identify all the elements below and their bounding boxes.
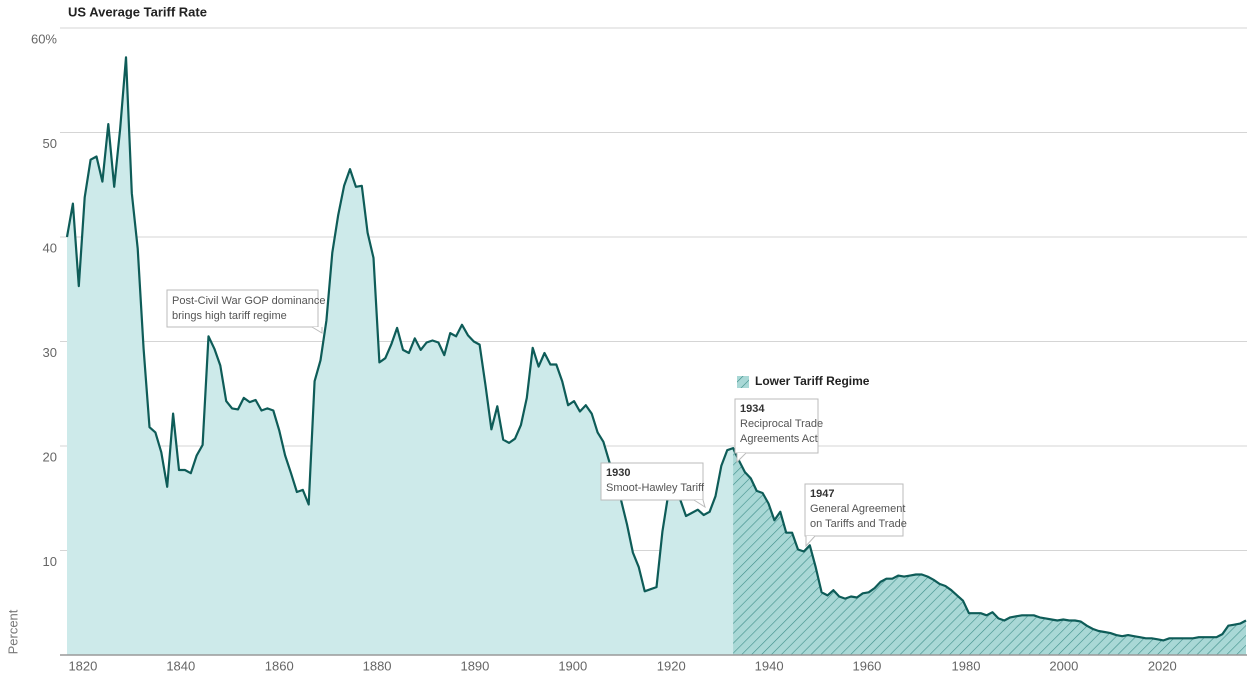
line: [65, 56, 1247, 642]
y-tick-label: 20: [43, 449, 57, 464]
regime-hatch: [733, 448, 1246, 655]
x-tick-label: 1900: [558, 658, 587, 673]
chart-title: US Average Tariff Rate: [68, 4, 207, 19]
y-tick-label: 50: [43, 136, 57, 151]
x-tick-label: 1940: [755, 658, 784, 673]
annotation-box: [166, 289, 319, 328]
annotation-pointer: [805, 535, 816, 548]
annotation-year: 1934: [740, 403, 765, 415]
annotation-text: Smoot-Hawley Tariff: [606, 482, 705, 494]
annotation-text: Post-Civil War GOP dominance: [172, 295, 325, 307]
x-tick-label: 1840: [166, 658, 195, 673]
x-tick-label: 2020: [1148, 658, 1177, 673]
annotation-text: on Tariffs and Trade: [810, 518, 907, 530]
annotation-pointer: [693, 499, 706, 509]
annotation-box: [804, 483, 904, 537]
annotation-text: General Agreement: [810, 503, 905, 515]
regime-icon: [737, 376, 749, 388]
x-tick-label: 1890: [460, 658, 489, 673]
y-axis-label: Percent: [5, 609, 20, 654]
annotation-pointer: [311, 326, 323, 334]
annotation-text: brings high tariff regime: [172, 310, 287, 322]
annotation-text: Agreements Act: [740, 433, 818, 445]
annotation-pointer: [736, 452, 747, 464]
x-tick-label: 1820: [68, 658, 97, 673]
x-tick-label: 1860: [265, 658, 294, 673]
x-tick-label: 1960: [852, 658, 881, 673]
y-tick-label: 60%: [31, 31, 57, 46]
annotation-box: [600, 462, 704, 501]
y-tick-label: 30: [43, 345, 57, 360]
area: [67, 57, 1246, 656]
y-tick-label: 40: [43, 240, 57, 255]
regime-label: Lower Tariff Regime: [755, 374, 870, 388]
x-tick-label: 1980: [952, 658, 981, 673]
annotation-text: Reciprocal Trade: [740, 418, 823, 430]
annotation-box: [734, 398, 819, 454]
x-tick-label: 1920: [657, 658, 686, 673]
x-tick-label: 1880: [363, 658, 392, 673]
y-tick-label: 10: [43, 554, 57, 569]
x-tick-label: 2000: [1049, 658, 1078, 673]
annotation-year: 1930: [606, 467, 630, 479]
annotation-year: 1947: [810, 488, 834, 500]
